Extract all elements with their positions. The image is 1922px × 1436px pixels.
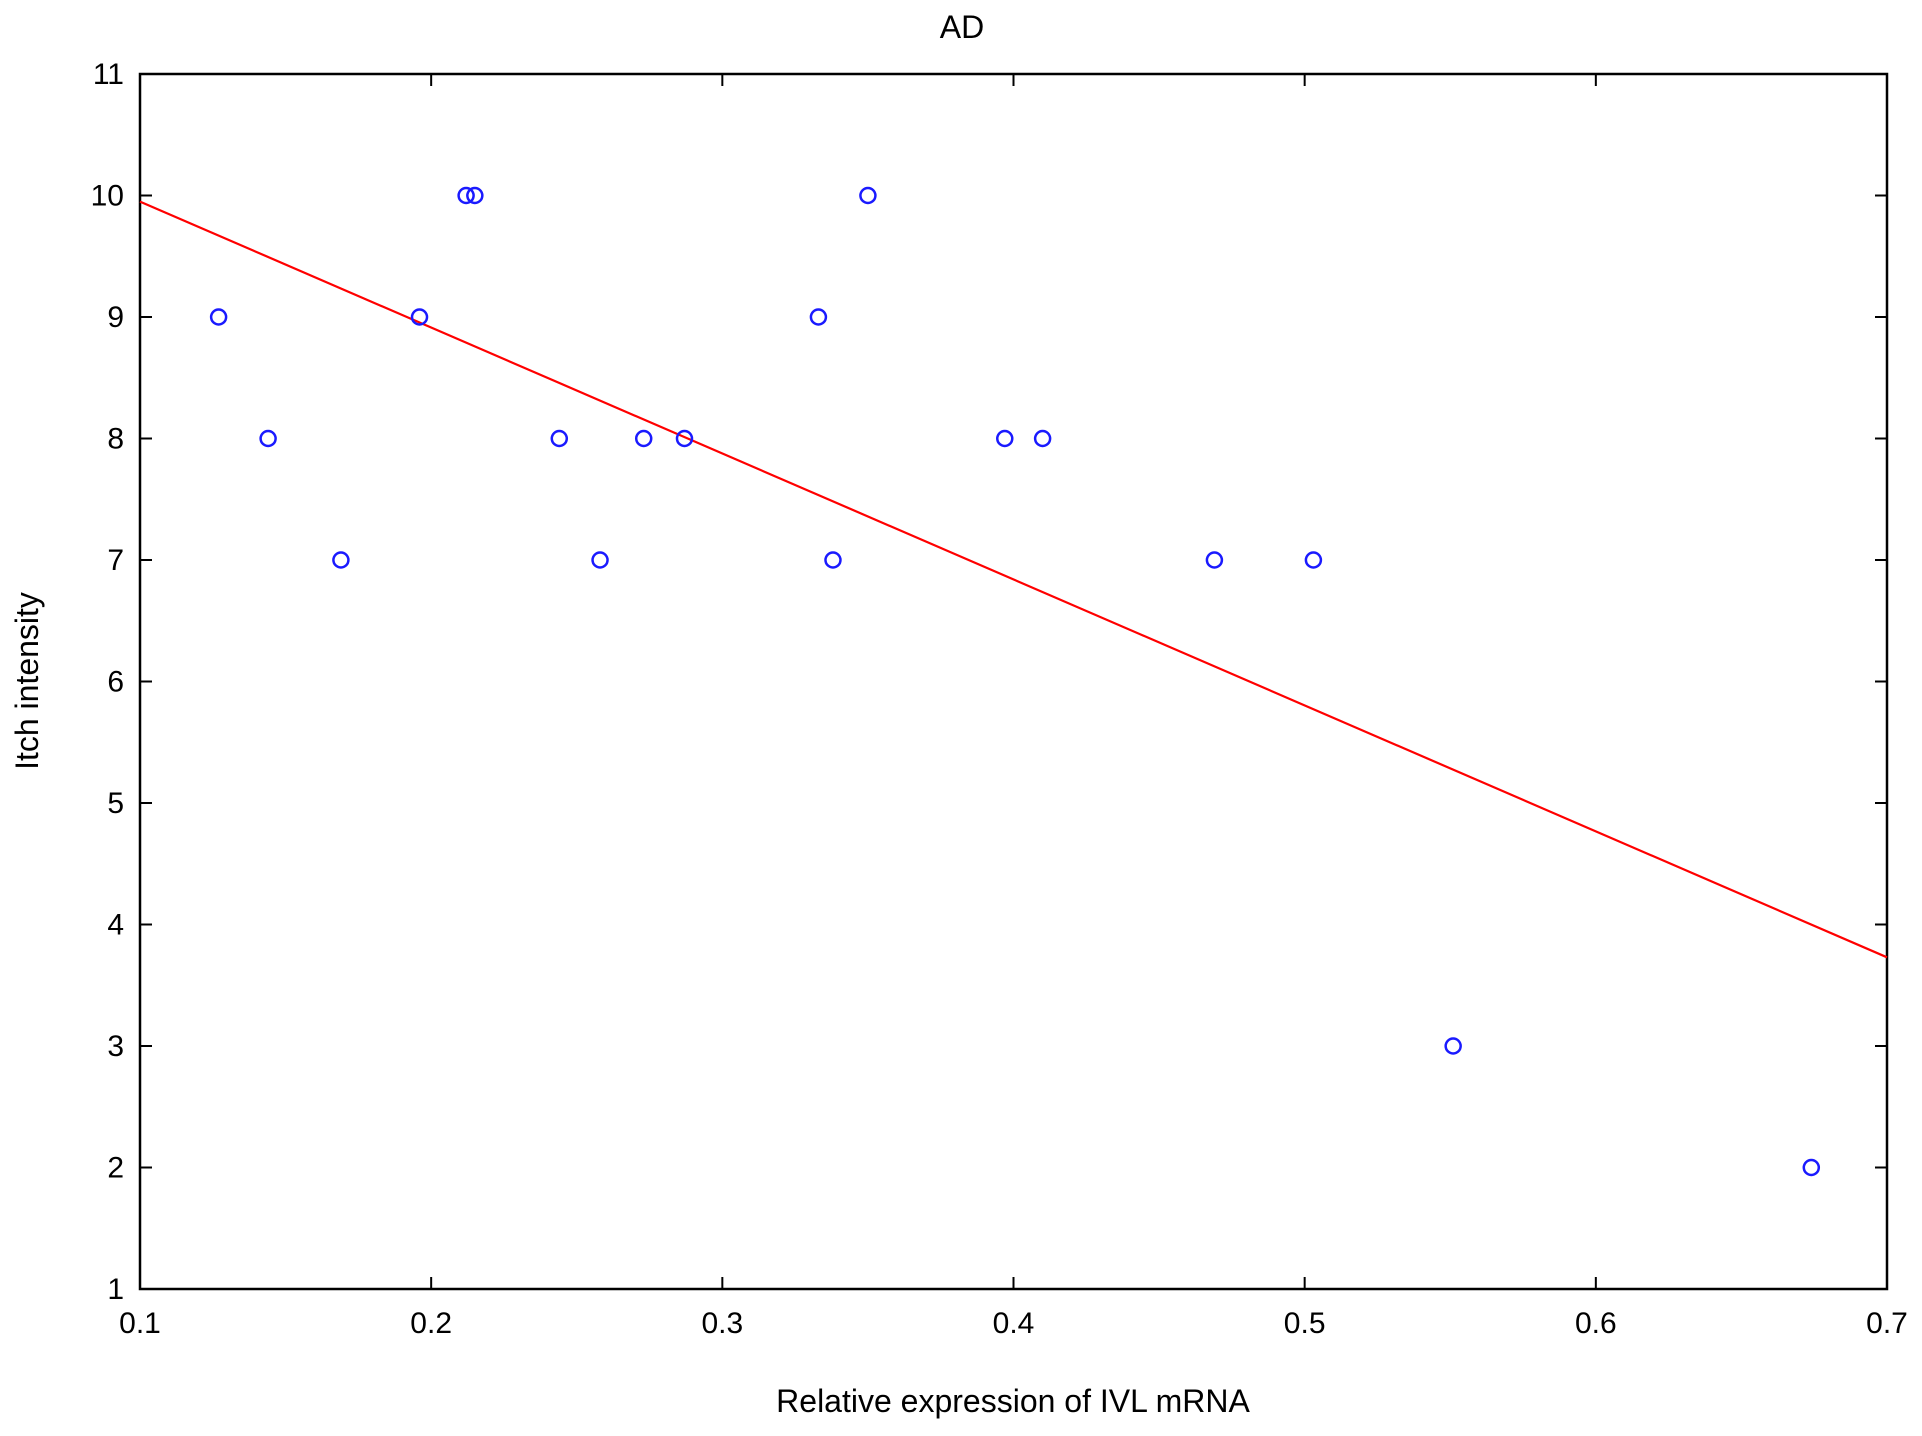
data-point (332, 551, 350, 569)
y-tick-label: 4 (107, 909, 124, 942)
data-point (824, 551, 842, 569)
data-point (209, 308, 228, 326)
data-point (466, 186, 484, 205)
y-tick-label: 6 (107, 666, 124, 699)
y-tick-label: 7 (107, 544, 124, 577)
regression-line (139, 200, 1888, 959)
y-tick-label: 1 (107, 1273, 124, 1306)
x-axis-ticks: 0.1 0.2 0.3 0.4 0.5 0.6 0.7 (119, 74, 1908, 1340)
data-point (1802, 1158, 1821, 1177)
data-point (634, 429, 653, 448)
data-point (1205, 551, 1224, 569)
x-tick-label: 0.5 (1284, 1307, 1326, 1340)
y-tick-label: 8 (107, 423, 124, 456)
y-axis-ticks: 1 2 3 4 5 6 7 8 9 10 11 (91, 58, 1887, 1306)
x-axis-title: Relative expression of IVL mRNA (776, 1383, 1250, 1419)
data-point (1304, 551, 1323, 569)
data-point (550, 429, 569, 448)
points-layer (209, 186, 1821, 1177)
y-tick-label: 2 (107, 1152, 124, 1185)
chart-title: AD (940, 9, 984, 45)
x-tick-label: 0.7 (1866, 1307, 1908, 1340)
data-point (996, 429, 1014, 448)
data-point (859, 186, 877, 205)
y-axis-title: Itch intensity (9, 592, 45, 770)
x-tick-label: 0.1 (119, 1307, 161, 1340)
data-point (809, 308, 828, 326)
data-point (675, 429, 694, 448)
y-tick-label: 10 (91, 180, 124, 213)
x-tick-label: 0.4 (993, 1307, 1035, 1340)
y-tick-label: 9 (107, 301, 124, 334)
x-tick-label: 0.6 (1575, 1307, 1617, 1340)
data-point (1033, 429, 1052, 448)
data-point (410, 308, 429, 326)
y-tick-label: 11 (93, 58, 124, 91)
fit-line-layer (139, 200, 1888, 959)
y-tick-label: 5 (107, 787, 124, 820)
data-point (591, 551, 609, 569)
data-point (1444, 1037, 1462, 1055)
y-tick-label: 3 (107, 1030, 124, 1063)
data-point (259, 429, 277, 448)
data-point (457, 186, 475, 205)
x-tick-label: 0.2 (410, 1307, 452, 1340)
x-tick-label: 0.3 (701, 1307, 743, 1340)
